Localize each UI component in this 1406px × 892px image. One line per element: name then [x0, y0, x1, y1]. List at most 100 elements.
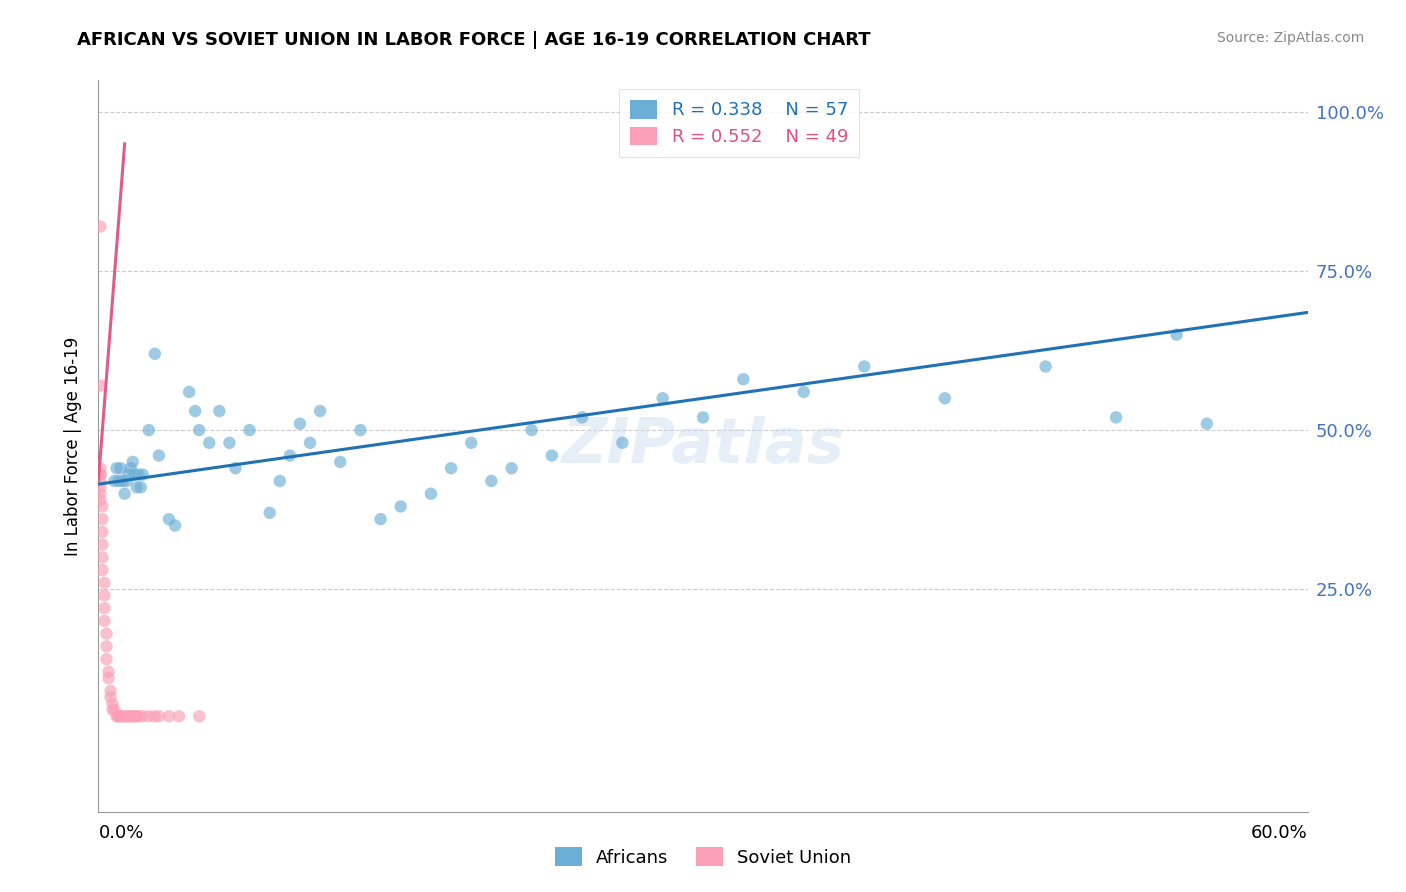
- Point: [89, 378, 111, 392]
- Point: [132, 467, 155, 482]
- Point: [129, 480, 152, 494]
- Point: [188, 709, 211, 723]
- Point: [110, 709, 132, 723]
- Y-axis label: In Labor Force | Age 16-19: In Labor Force | Age 16-19: [63, 336, 82, 556]
- Point: [93, 575, 115, 590]
- Point: [97, 671, 120, 685]
- Point: [96, 640, 118, 654]
- Point: [105, 709, 128, 723]
- Point: [501, 461, 523, 475]
- Point: [389, 500, 412, 514]
- Point: [481, 474, 503, 488]
- Point: [120, 461, 142, 475]
- Point: [520, 423, 543, 437]
- Point: [309, 404, 332, 418]
- Point: [100, 684, 122, 698]
- Point: [1166, 327, 1188, 342]
- Point: [143, 709, 166, 723]
- Point: [179, 384, 201, 399]
- Point: [612, 435, 634, 450]
- Point: [105, 461, 128, 475]
- Legend: Africans, Soviet Union: Africans, Soviet Union: [547, 840, 859, 874]
- Point: [89, 467, 111, 482]
- Text: 0.0%: 0.0%: [98, 824, 143, 842]
- Point: [651, 392, 673, 406]
- Point: [91, 538, 114, 552]
- Point: [132, 709, 155, 723]
- Point: [167, 709, 190, 723]
- Point: [540, 449, 562, 463]
- Point: [103, 703, 125, 717]
- Point: [118, 467, 141, 482]
- Point: [128, 709, 150, 723]
- Point: [120, 709, 142, 723]
- Point: [349, 423, 371, 437]
- Point: [125, 480, 148, 494]
- Point: [107, 709, 129, 723]
- Point: [114, 486, 136, 500]
- Point: [143, 347, 166, 361]
- Legend: R = 0.338    N = 57, R = 0.552    N = 49: R = 0.338 N = 57, R = 0.552 N = 49: [620, 89, 859, 157]
- Point: [89, 219, 111, 234]
- Point: [440, 461, 463, 475]
- Point: [103, 474, 125, 488]
- Point: [118, 709, 141, 723]
- Point: [259, 506, 281, 520]
- Point: [148, 449, 170, 463]
- Point: [288, 417, 311, 431]
- Point: [198, 435, 221, 450]
- Point: [89, 474, 111, 488]
- Point: [107, 474, 129, 488]
- Point: [692, 410, 714, 425]
- Point: [420, 486, 443, 500]
- Point: [329, 455, 352, 469]
- Point: [115, 474, 138, 488]
- Point: [1195, 417, 1218, 431]
- Point: [224, 461, 246, 475]
- Point: [96, 652, 118, 666]
- Point: [101, 697, 124, 711]
- Point: [278, 449, 301, 463]
- Point: [188, 423, 211, 437]
- Point: [733, 372, 755, 386]
- Point: [163, 518, 186, 533]
- Point: [110, 461, 132, 475]
- Point: [121, 709, 143, 723]
- Point: [1105, 410, 1128, 425]
- Text: 60.0%: 60.0%: [1251, 824, 1308, 842]
- Point: [114, 709, 136, 723]
- Point: [208, 404, 231, 418]
- Point: [89, 467, 111, 482]
- Point: [934, 392, 956, 406]
- Point: [89, 493, 111, 508]
- Point: [96, 626, 118, 640]
- Point: [157, 709, 180, 723]
- Point: [370, 512, 392, 526]
- Point: [89, 486, 111, 500]
- Point: [853, 359, 876, 374]
- Text: AFRICAN VS SOVIET UNION IN LABOR FORCE | AGE 16-19 CORRELATION CHART: AFRICAN VS SOVIET UNION IN LABOR FORCE |…: [77, 31, 870, 49]
- Point: [1035, 359, 1057, 374]
- Point: [91, 500, 114, 514]
- Point: [91, 563, 114, 577]
- Point: [138, 423, 160, 437]
- Point: [100, 690, 122, 705]
- Point: [115, 709, 138, 723]
- Point: [89, 461, 111, 475]
- Point: [157, 512, 180, 526]
- Point: [89, 480, 111, 494]
- Point: [97, 665, 120, 679]
- Point: [793, 384, 815, 399]
- Point: [93, 589, 115, 603]
- Point: [93, 601, 115, 615]
- Point: [239, 423, 262, 437]
- Point: [111, 474, 134, 488]
- Point: [111, 709, 134, 723]
- Point: [269, 474, 291, 488]
- Point: [184, 404, 207, 418]
- Text: Source: ZipAtlas.com: Source: ZipAtlas.com: [1216, 31, 1364, 45]
- Point: [460, 435, 482, 450]
- Point: [101, 703, 124, 717]
- Point: [218, 435, 240, 450]
- Point: [91, 512, 114, 526]
